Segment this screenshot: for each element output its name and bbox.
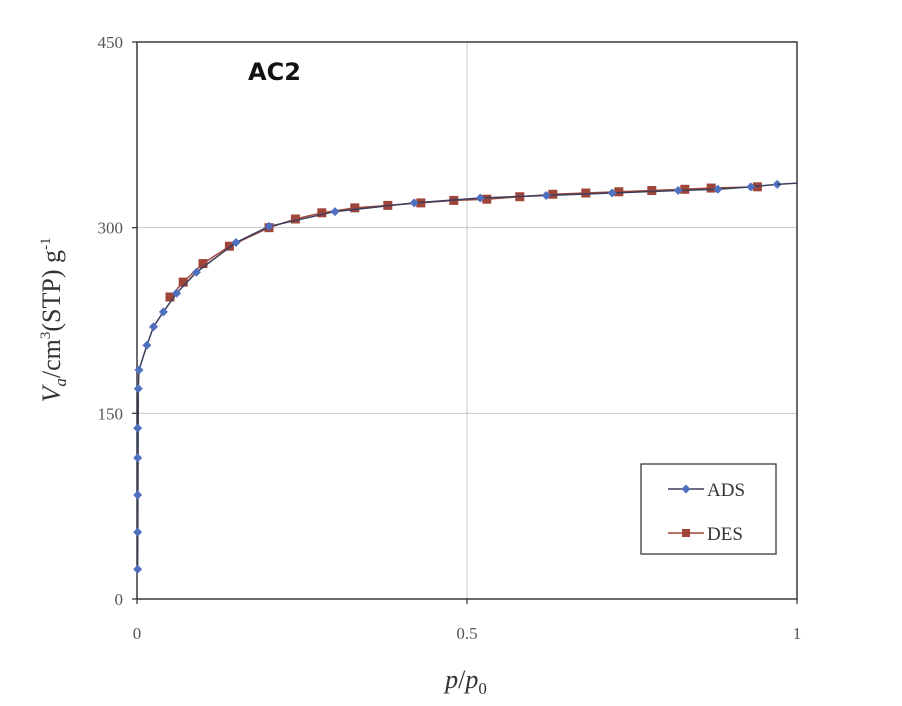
data-point-ads	[133, 453, 143, 463]
data-point-ads	[158, 307, 168, 317]
data-point-ads	[133, 564, 143, 574]
data-point-ads	[133, 384, 143, 394]
y-tick-label: 300	[98, 219, 124, 238]
data-point-ads	[133, 423, 143, 433]
x-tick-label: 0.5	[456, 624, 477, 643]
y-axis-ticks: 0 150 300 450	[98, 33, 137, 609]
data-point-des	[290, 214, 300, 224]
x-axis-ticks: 0 0.5 1	[133, 599, 802, 643]
data-point-des	[581, 188, 591, 198]
data-point-ads	[231, 238, 241, 248]
gridlines	[137, 42, 797, 599]
data-point-ads	[607, 188, 617, 198]
data-point-ads	[191, 267, 201, 277]
data-point-ads	[475, 193, 485, 203]
data-point-des	[350, 203, 360, 213]
legend-box	[640, 463, 777, 555]
x-axis-title: p/p0	[443, 665, 487, 698]
data-point-des	[706, 183, 716, 193]
data-point-ads	[149, 322, 158, 332]
data-point-des	[165, 292, 175, 302]
data-point-ads	[133, 490, 143, 500]
series-line-ads-tail	[777, 182, 798, 186]
data-point-des	[317, 208, 327, 218]
data-point-ads	[746, 182, 756, 192]
data-point-ads	[713, 184, 723, 194]
legend-label-des: DES	[707, 524, 743, 545]
data-point-ads	[330, 207, 340, 217]
data-point-ads	[142, 340, 152, 350]
data-point-ads	[172, 288, 182, 298]
data-point-ads	[409, 198, 419, 208]
data-point-ads	[264, 221, 274, 231]
series-ads	[133, 179, 782, 574]
data-point-ads	[134, 365, 144, 375]
legend: ADS DES	[640, 463, 777, 555]
data-point-des	[614, 187, 624, 197]
data-point-des	[224, 241, 234, 251]
x-tick-label: 0	[133, 624, 142, 643]
y-axis-title: Va/cm3(STP) g-1	[37, 237, 70, 402]
data-point-ads	[541, 190, 551, 200]
x-tick-label: 1	[793, 624, 802, 643]
data-point-des	[178, 277, 188, 287]
data-point-ads	[673, 186, 683, 196]
data-point-ads	[133, 527, 143, 537]
data-point-des	[647, 186, 657, 196]
data-point-des	[680, 184, 690, 194]
data-point-des	[482, 194, 492, 204]
y-tick-label: 150	[98, 404, 124, 423]
legend-marker-des	[682, 529, 690, 537]
legend-label-ads: ADS	[707, 480, 745, 501]
legend-marker-ads	[681, 484, 691, 494]
chart-title: AC2	[248, 58, 301, 86]
series-layer	[133, 179, 798, 574]
y-tick-label: 450	[98, 33, 124, 52]
data-point-des	[548, 189, 558, 199]
data-point-des	[198, 259, 208, 269]
y-tick-label: 0	[115, 590, 124, 609]
